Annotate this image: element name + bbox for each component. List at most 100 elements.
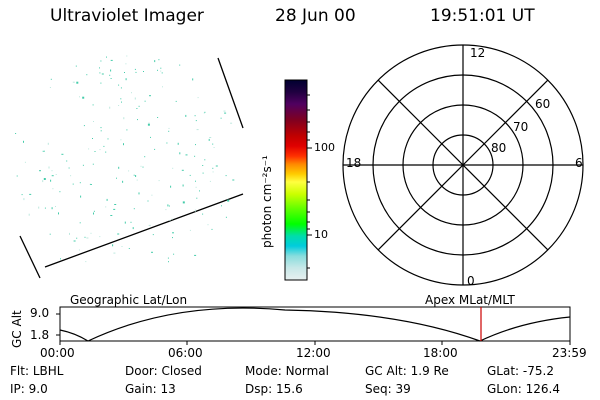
y-tick-1-8: 1.8 <box>30 328 50 342</box>
y-tick-9: 9.0 <box>30 306 50 320</box>
noise-pixel <box>202 172 204 174</box>
noise-pixel <box>110 69 112 72</box>
time-tick-0000: 00:00 <box>40 346 75 360</box>
noise-pixel <box>143 71 144 72</box>
param-gc-alt: GC Alt: 1.9 Re <box>365 364 449 378</box>
noise-pixel <box>220 117 222 119</box>
noise-pixel <box>23 198 25 201</box>
noise-pixel <box>23 140 24 143</box>
noise-pixel <box>112 244 114 247</box>
noise-pixel <box>221 205 222 207</box>
imager-noise <box>15 55 235 263</box>
noise-pixel <box>175 100 177 102</box>
noise-pixel <box>48 166 50 169</box>
param-gain: Gain: 13 <box>125 382 176 396</box>
noise-pixel <box>76 81 79 84</box>
param-glat: GLat: -75.2 <box>487 364 554 378</box>
noise-pixel <box>223 110 226 112</box>
noise-pixel <box>167 257 169 259</box>
noise-pixel <box>140 165 142 167</box>
noise-pixel <box>117 233 120 235</box>
noise-pixel <box>76 237 78 239</box>
noise-pixel <box>142 166 144 168</box>
noise-pixel <box>179 152 181 155</box>
param-glon: GLon: 126.4 <box>487 382 560 396</box>
noise-pixel <box>189 229 191 231</box>
noise-pixel <box>230 122 233 124</box>
noise-pixel <box>69 232 70 235</box>
noise-pixel <box>168 205 170 207</box>
noise-pixel <box>138 192 140 195</box>
noise-pixel <box>118 166 120 169</box>
noise-pixel <box>72 183 74 185</box>
noise-pixel <box>160 70 162 72</box>
noise-pixel <box>157 117 159 118</box>
noise-pixel <box>106 56 107 58</box>
noise-pixel <box>79 222 81 224</box>
noise-pixel <box>168 261 169 263</box>
noise-pixel <box>209 137 212 138</box>
noise-pixel <box>199 190 200 192</box>
noise-pixel <box>182 184 184 187</box>
noise-pixel <box>83 125 85 127</box>
noise-pixel <box>124 72 125 73</box>
date-label: 28 Jun 00 <box>275 6 356 26</box>
noise-pixel <box>225 216 227 218</box>
noise-pixel <box>50 179 52 182</box>
noise-pixel <box>114 204 117 205</box>
time-tick-0600: 06:00 <box>168 346 203 360</box>
noise-pixel <box>55 174 57 175</box>
noise-pixel <box>90 184 92 185</box>
noise-pixel <box>148 122 150 124</box>
noise-pixel <box>213 147 215 148</box>
noise-pixel <box>149 95 151 97</box>
noise-pixel <box>132 227 134 230</box>
noise-pixel <box>38 206 40 209</box>
colorbar-tick-10: 10 <box>314 228 328 241</box>
altitude-curve <box>59 307 571 342</box>
timeline-ticks <box>56 313 571 345</box>
noise-pixel <box>194 155 196 157</box>
noise-pixel <box>151 251 153 253</box>
noise-pixel <box>152 234 154 236</box>
noise-pixel <box>158 180 160 182</box>
noise-pixel <box>116 177 117 179</box>
noise-pixel <box>94 151 96 152</box>
noise-pixel <box>172 237 173 239</box>
noise-pixel <box>103 145 105 147</box>
noise-pixel <box>212 167 214 169</box>
time-tick-1200: 12:00 <box>296 346 331 360</box>
noise-pixel <box>73 240 76 242</box>
noise-pixel <box>126 129 128 131</box>
noise-pixel <box>196 129 199 131</box>
noise-pixel <box>105 151 107 153</box>
lat-label-70: 70 <box>513 120 529 134</box>
noise-pixel <box>224 112 227 114</box>
noise-pixel <box>171 218 173 220</box>
noise-pixel <box>158 59 160 61</box>
noise-pixel <box>144 100 146 102</box>
time-tick-2359: 23:59 <box>552 346 587 360</box>
noise-pixel <box>100 82 102 84</box>
param-flt: Flt: LBHL <box>10 364 64 378</box>
noise-pixel <box>120 87 122 89</box>
noise-pixel <box>202 165 204 166</box>
noise-pixel <box>93 212 94 215</box>
noise-pixel <box>51 207 53 210</box>
noise-pixel <box>110 215 113 216</box>
imager-frame <box>19 57 244 279</box>
colorbar <box>284 79 308 281</box>
noise-pixel <box>107 138 109 140</box>
noise-pixel <box>85 261 87 263</box>
mlt-label-12: 12 <box>470 46 486 60</box>
noise-pixel <box>113 208 116 210</box>
noise-pixel <box>167 204 169 207</box>
param-door: Door: Closed <box>125 364 202 378</box>
noise-pixel <box>154 60 156 63</box>
noise-pixel <box>170 185 172 188</box>
noise-pixel <box>144 156 146 158</box>
noise-pixel <box>110 78 112 79</box>
noise-pixel <box>212 143 214 145</box>
noise-pixel <box>80 195 82 198</box>
